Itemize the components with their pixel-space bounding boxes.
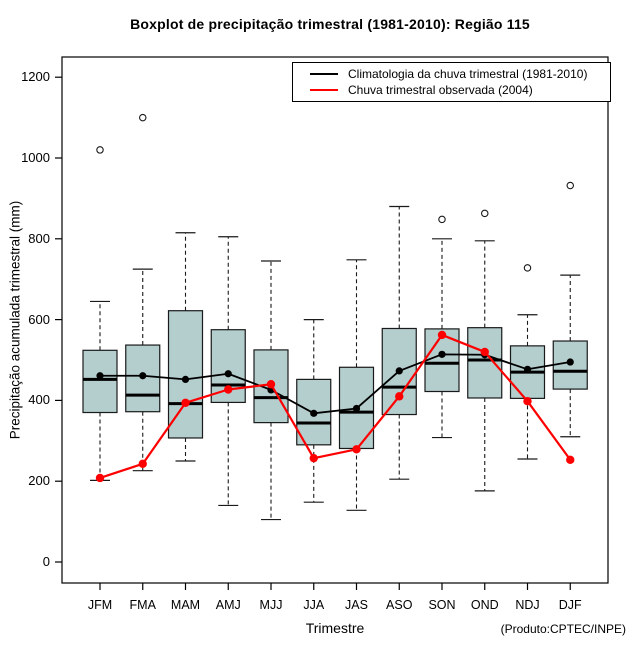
boxplot-box: [467, 327, 503, 399]
x-tick-label: NDJ: [515, 598, 540, 612]
legend-label-observed: Chuva trimestral observada (2004): [348, 83, 533, 97]
plot-border: [61, 56, 609, 584]
climatology-point: [523, 365, 532, 373]
observed-point: [566, 455, 575, 464]
observed-point: [352, 445, 361, 454]
y-tick-label: 400: [28, 392, 50, 408]
x-tick-label: JFM: [87, 598, 113, 612]
outlier-point: [438, 215, 446, 224]
observed-point: [480, 347, 489, 357]
y-tick-label: 200: [28, 473, 50, 489]
observed-point: [138, 459, 147, 469]
boxplot-box: [82, 349, 118, 414]
climatology-point: [224, 370, 232, 378]
x-tick-label: MAM: [170, 598, 201, 612]
x-tick-label: FMA: [129, 598, 156, 612]
y-tick-label: 600: [28, 311, 50, 327]
x-tick-label: JAS: [345, 598, 368, 612]
boxplot-box: [167, 310, 204, 439]
outlier-point: [139, 113, 147, 122]
observed-point: [95, 473, 105, 483]
observed-point: [523, 397, 532, 406]
x-tick-label: AMJ: [215, 598, 241, 612]
legend: Climatologia da chuva trimestral (1981-2…: [292, 62, 611, 102]
climatology-point: [395, 367, 403, 375]
x-tick-label: JJA: [303, 598, 325, 612]
observed-line-sample: [310, 89, 338, 91]
climatology-point: [438, 350, 446, 358]
source-note: (Produto:CPTEC/INPE): [500, 622, 626, 636]
climatology-point: [566, 358, 574, 366]
outlier-point: [566, 181, 574, 190]
y-tick-label: 1000: [21, 150, 50, 165]
observed-point: [437, 330, 447, 340]
y-tick-label: 1200: [21, 69, 50, 85]
legend-label-climatology: Climatologia da chuva trimestral (1981-2…: [348, 67, 588, 81]
observed-point: [395, 392, 404, 401]
observed-point: [266, 380, 276, 389]
outlier-point: [480, 209, 489, 218]
chart-title: Boxplot de precipitação trimestral (1981…: [130, 16, 530, 32]
climatology-line-sample: [310, 73, 338, 75]
observed-point: [309, 453, 318, 463]
y-tick-label: 800: [28, 230, 50, 246]
legend-row-observed: Chuva trimestral observada (2004): [293, 82, 610, 98]
outlier-point: [523, 264, 532, 272]
x-tick-label: SON: [428, 598, 456, 612]
observed-line: [99, 333, 572, 480]
x-tick-label: ASO: [386, 598, 413, 612]
x-tick-label: DJF: [558, 598, 582, 612]
y-tick-label: 0: [42, 554, 50, 569]
climatology-point: [352, 404, 361, 413]
x-tick-label: OND: [470, 598, 499, 612]
observed-point: [224, 385, 233, 394]
climatology-point: [181, 375, 190, 383]
climatology-point: [96, 372, 104, 380]
climatology-line: [100, 353, 571, 415]
legend-row-climatology: Climatologia da chuva trimestral (1981-2…: [293, 66, 610, 82]
outlier-point: [96, 146, 104, 154]
x-tick-label: MJJ: [259, 598, 283, 612]
observed-point: [181, 398, 190, 408]
climatology-point: [139, 372, 147, 380]
climatology-point: [310, 409, 318, 417]
x-axis-title: Trimestre: [305, 620, 365, 636]
boxplot-box: [552, 340, 588, 390]
